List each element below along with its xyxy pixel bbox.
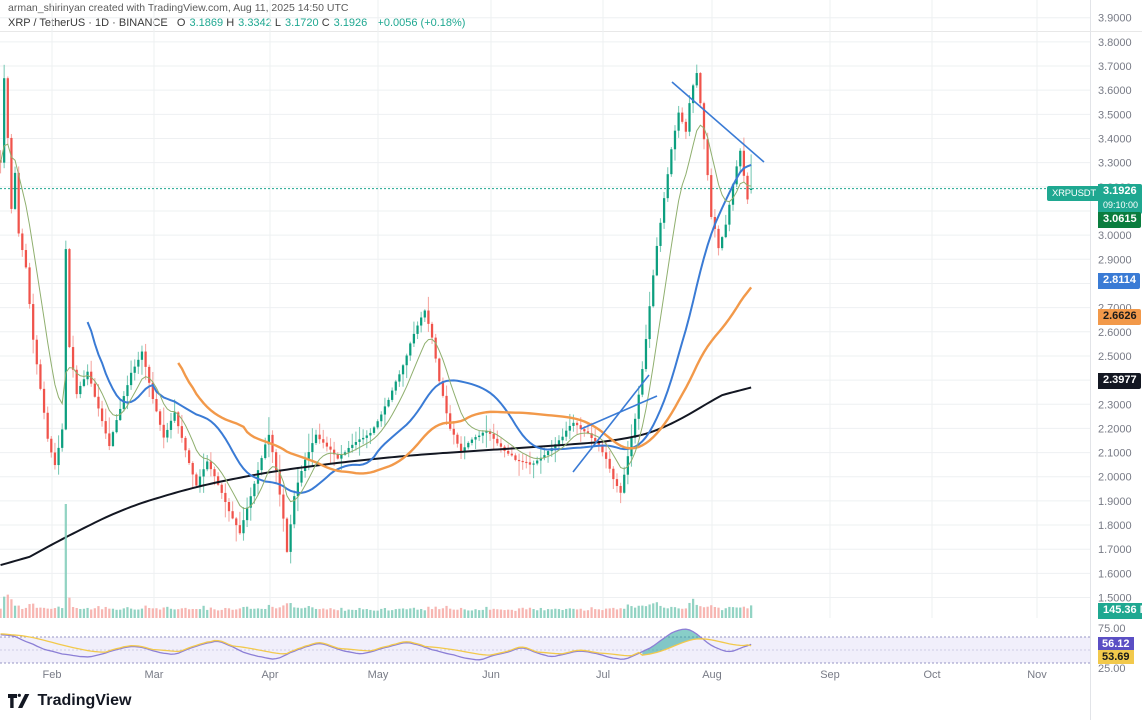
svg-text:2.3000: 2.3000 <box>1098 399 1132 411</box>
svg-text:May: May <box>368 669 389 681</box>
svg-text:Jul: Jul <box>596 669 610 681</box>
svg-text:1.9000: 1.9000 <box>1098 496 1132 508</box>
svg-text:Mar: Mar <box>145 669 164 681</box>
svg-text:3.7000: 3.7000 <box>1098 61 1132 73</box>
svg-text:Aug: Aug <box>702 669 722 681</box>
svg-text:1.6000: 1.6000 <box>1098 568 1132 580</box>
svg-text:1.8000: 1.8000 <box>1098 520 1132 532</box>
svg-text:Jun: Jun <box>482 669 500 681</box>
svg-text:Nov: Nov <box>1027 669 1047 681</box>
svg-text:Apr: Apr <box>261 669 278 681</box>
svg-text:3.5000: 3.5000 <box>1098 109 1132 121</box>
svg-text:3.0000: 3.0000 <box>1098 230 1132 242</box>
svg-text:75.00: 75.00 <box>1098 623 1126 635</box>
svg-text:Oct: Oct <box>923 669 940 681</box>
svg-text:2.1000: 2.1000 <box>1098 448 1132 460</box>
svg-text:Sep: Sep <box>820 669 840 681</box>
svg-text:3.4000: 3.4000 <box>1098 134 1132 146</box>
svg-text:3.6000: 3.6000 <box>1098 85 1132 97</box>
svg-text:2.6000: 2.6000 <box>1098 327 1132 339</box>
svg-text:2.2000: 2.2000 <box>1098 423 1132 435</box>
svg-text:3.9000: 3.9000 <box>1098 13 1132 25</box>
svg-text:3.3000: 3.3000 <box>1098 158 1132 170</box>
svg-text:3.8000: 3.8000 <box>1098 37 1132 49</box>
svg-text:Feb: Feb <box>43 669 62 681</box>
svg-text:2.5000: 2.5000 <box>1098 351 1132 363</box>
svg-text:2.9000: 2.9000 <box>1098 254 1132 266</box>
svg-text:1.7000: 1.7000 <box>1098 544 1132 556</box>
svg-text:2.0000: 2.0000 <box>1098 472 1132 484</box>
svg-text:25.00: 25.00 <box>1098 663 1126 675</box>
